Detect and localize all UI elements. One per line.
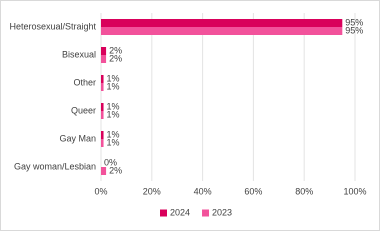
data-label: 2%	[109, 45, 122, 55]
x-tick-label: 0%	[94, 186, 107, 196]
y-tick-label: Other	[73, 77, 96, 87]
x-tick-label: 20%	[143, 186, 161, 196]
x-tick-label: 40%	[194, 186, 212, 196]
bar	[101, 103, 104, 111]
data-label: 1%	[107, 101, 120, 111]
bar	[101, 131, 104, 139]
bar	[101, 27, 343, 35]
y-tick-label: Gay woman/Lesbian	[14, 161, 96, 171]
bar	[101, 55, 107, 63]
bar	[101, 139, 104, 147]
x-tick-label: 80%	[295, 186, 313, 196]
y-tick-label: Gay Man	[59, 133, 96, 143]
bar	[101, 111, 104, 119]
legend-swatch	[202, 209, 210, 217]
y-tick-label: Queer	[71, 105, 96, 115]
data-label: 1%	[107, 109, 120, 119]
data-label: 95%	[345, 17, 363, 27]
chart: 0% 20% 40% 60% 80% 100% Heterosexual/Straight 9…	[0, 0, 380, 231]
data-label: 1%	[107, 81, 120, 91]
chart-border	[0, 0, 380, 231]
y-tick-label: Bisexual	[62, 49, 96, 59]
y-tick-label: Heterosexual/Straight	[9, 21, 96, 31]
legend-swatch	[160, 209, 167, 217]
legend-label: 2023	[212, 207, 232, 217]
x-tick-label: 100%	[343, 186, 366, 196]
bar	[101, 83, 104, 91]
data-label: 2%	[109, 165, 122, 175]
data-label: 1%	[107, 129, 120, 139]
data-label: 1%	[107, 73, 120, 83]
bar	[101, 47, 107, 55]
data-label: 1%	[107, 137, 120, 147]
legend-label: 2024	[170, 207, 190, 217]
bar	[101, 19, 343, 27]
data-label: 95%	[345, 25, 363, 35]
x-tick-label: 60%	[244, 186, 262, 196]
data-label: 2%	[109, 53, 122, 63]
bar	[101, 75, 104, 83]
data-label: 0%	[104, 157, 117, 167]
bar	[101, 167, 107, 175]
